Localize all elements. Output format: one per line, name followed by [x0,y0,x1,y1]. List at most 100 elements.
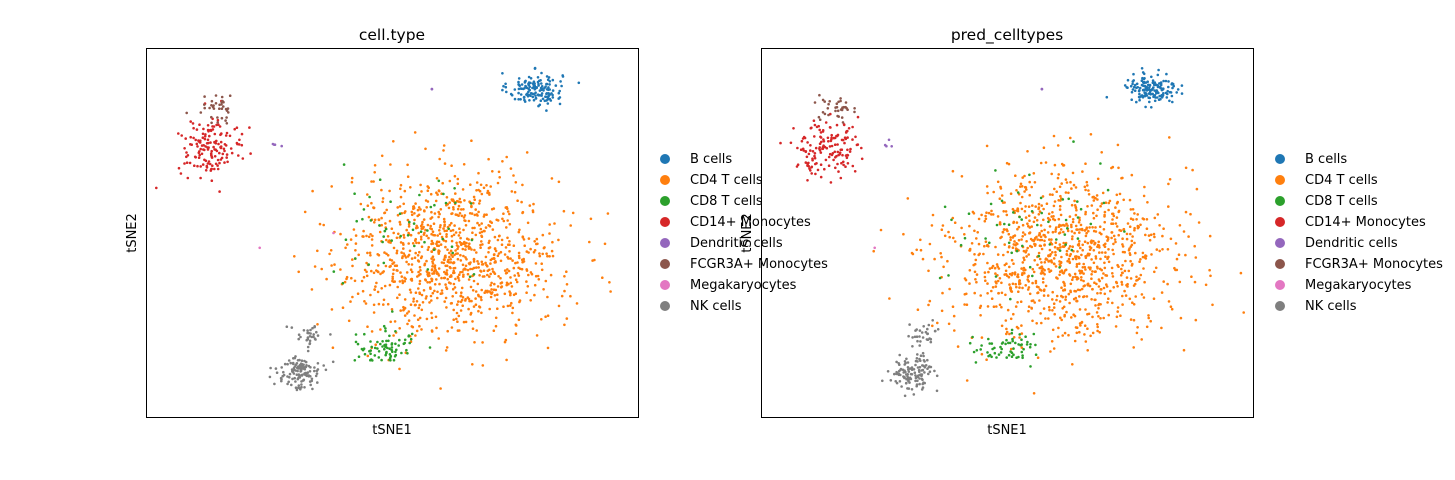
scatter-point [370,201,373,205]
scatter-point [429,192,433,196]
scatter-point [916,339,919,343]
scatter-point [469,313,473,316]
scatter-point [994,272,997,275]
scatter-point [464,248,467,251]
scatter-point [927,269,930,273]
scatter-point [928,370,932,374]
scatter-point [415,300,419,303]
scatter-point [216,116,219,119]
scatter-point [519,98,522,101]
scatter-point [290,326,294,329]
scatter-point [814,172,817,176]
scatter-point [300,368,303,371]
scatter-point [279,376,283,380]
scatter-point [1049,269,1053,273]
scatter-point [1056,144,1060,147]
scatter-point [514,332,518,336]
scatter-point [819,163,823,166]
scatter-point [1089,334,1092,338]
scatter-point [402,202,406,206]
scatter-point [998,277,1002,280]
scatter-point [249,152,252,155]
scatter-point [1043,288,1046,292]
scatter-point [1130,90,1134,94]
scatter-point [311,326,314,330]
scatter-point [435,191,438,194]
scatter-point [447,206,451,210]
scatter-point [518,299,522,302]
scatter-point [486,289,489,293]
scatter-point [1009,289,1013,293]
scatter-point [998,221,1002,224]
scatter-point [519,93,523,96]
scatter-point [395,251,399,255]
scatter-point [1146,80,1149,83]
scatter-point [1070,187,1073,190]
scatter-point [402,252,406,255]
scatter-point [1107,248,1110,251]
scatter-point [1128,253,1132,257]
scatter-point [456,303,459,306]
scatter-point [473,198,477,201]
scatter-point [377,356,381,359]
scatter-point [836,162,839,166]
scatter-point [1150,253,1153,256]
scatter-point [472,279,476,283]
scatter-point [214,148,217,151]
legend-label: CD14+ Monocytes [690,215,811,230]
scatter-point [376,340,379,344]
scatter-point [1026,246,1029,250]
scatter-point [508,222,512,226]
scatter-point [1100,232,1103,236]
scatter-point [456,177,460,181]
scatter-point [1020,338,1023,342]
scatter-point [979,314,982,317]
scatter-point [380,358,383,362]
scatter-point [491,170,494,173]
scatter-point [548,83,551,86]
scatter-point [286,362,289,366]
legend-label: Megakaryocytes [690,278,797,293]
scatter-point [1209,274,1212,278]
scatter-point [409,303,413,307]
scatter-point [390,346,394,349]
scatter-point [1071,245,1074,248]
scatter-point [411,228,415,232]
scatter-point [479,183,483,187]
scatter-point [1056,176,1060,180]
legend-marker [660,196,670,206]
scatter-point [1204,283,1208,287]
scatter-point [1177,253,1181,256]
scatter-point [376,253,380,256]
legend-marker [660,175,670,185]
scatter-point [1147,316,1150,320]
scatter-point [494,288,498,292]
scatter-point [493,282,496,286]
scatter-point [1076,243,1080,247]
scatter-point [463,214,467,217]
scatter-point [199,176,202,180]
scatter-point [1114,240,1117,244]
scatter-point [461,263,465,267]
scatter-point [926,358,929,362]
scatter-point [947,322,951,326]
scatter-point [313,265,317,268]
scatter-point [1103,292,1107,296]
scatter-point [1034,205,1037,208]
scatter-point [463,240,466,244]
scatter-point [1036,223,1039,227]
scatter-point [191,122,195,125]
scatter-point [1068,273,1071,276]
scatter-point [322,364,326,367]
scatter-point [1079,324,1082,327]
scatter-point [1020,350,1024,354]
scatter-point [457,314,461,318]
scatter-point [384,222,387,225]
scatter-point [445,229,449,233]
scatter-point [510,301,513,305]
scatter-point [1142,194,1146,198]
scatter-point [1064,218,1068,222]
scatter-point [1076,250,1079,253]
scatter-point [405,348,408,352]
scatter-point [339,268,342,271]
